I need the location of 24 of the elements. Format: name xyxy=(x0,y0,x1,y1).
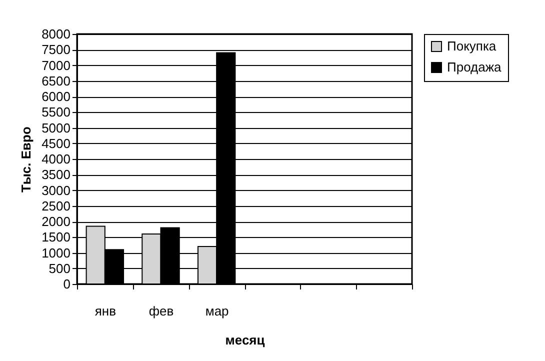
legend-label: Покупка xyxy=(447,38,497,54)
y-tick-label: 7500 xyxy=(42,42,70,58)
y-tick-label: 8000 xyxy=(42,26,70,42)
y-tick-label: 2000 xyxy=(42,214,70,229)
x-tick-label: фев xyxy=(148,304,174,318)
y-tick-label: 3500 xyxy=(42,167,70,182)
y-tick-label: 1000 xyxy=(42,245,70,260)
y-tick-label: 1500 xyxy=(42,230,70,245)
x-tick-label: мар xyxy=(205,304,229,318)
y-tick-label: 2500 xyxy=(42,198,70,214)
y-tick-label: 500 xyxy=(48,260,70,276)
y-tick-label: 7000 xyxy=(42,58,70,73)
y-tick-label: 5000 xyxy=(42,120,70,136)
y-tick-label: 3000 xyxy=(42,182,70,198)
legend-label: Продажа xyxy=(447,60,502,74)
y-axis-title: Тыс. Евро xyxy=(18,126,34,192)
y-tick-label: 5500 xyxy=(42,104,70,120)
x-tick-label: янв xyxy=(94,304,116,318)
y-tick-label: 4000 xyxy=(42,152,70,166)
y-tick-label: 4500 xyxy=(42,136,70,151)
y-tick-label: 6000 xyxy=(42,89,70,104)
x-axis-title: месяц xyxy=(225,332,265,348)
y-tick-label: 6500 xyxy=(42,73,70,88)
y-tick-label: 0 xyxy=(63,276,70,292)
